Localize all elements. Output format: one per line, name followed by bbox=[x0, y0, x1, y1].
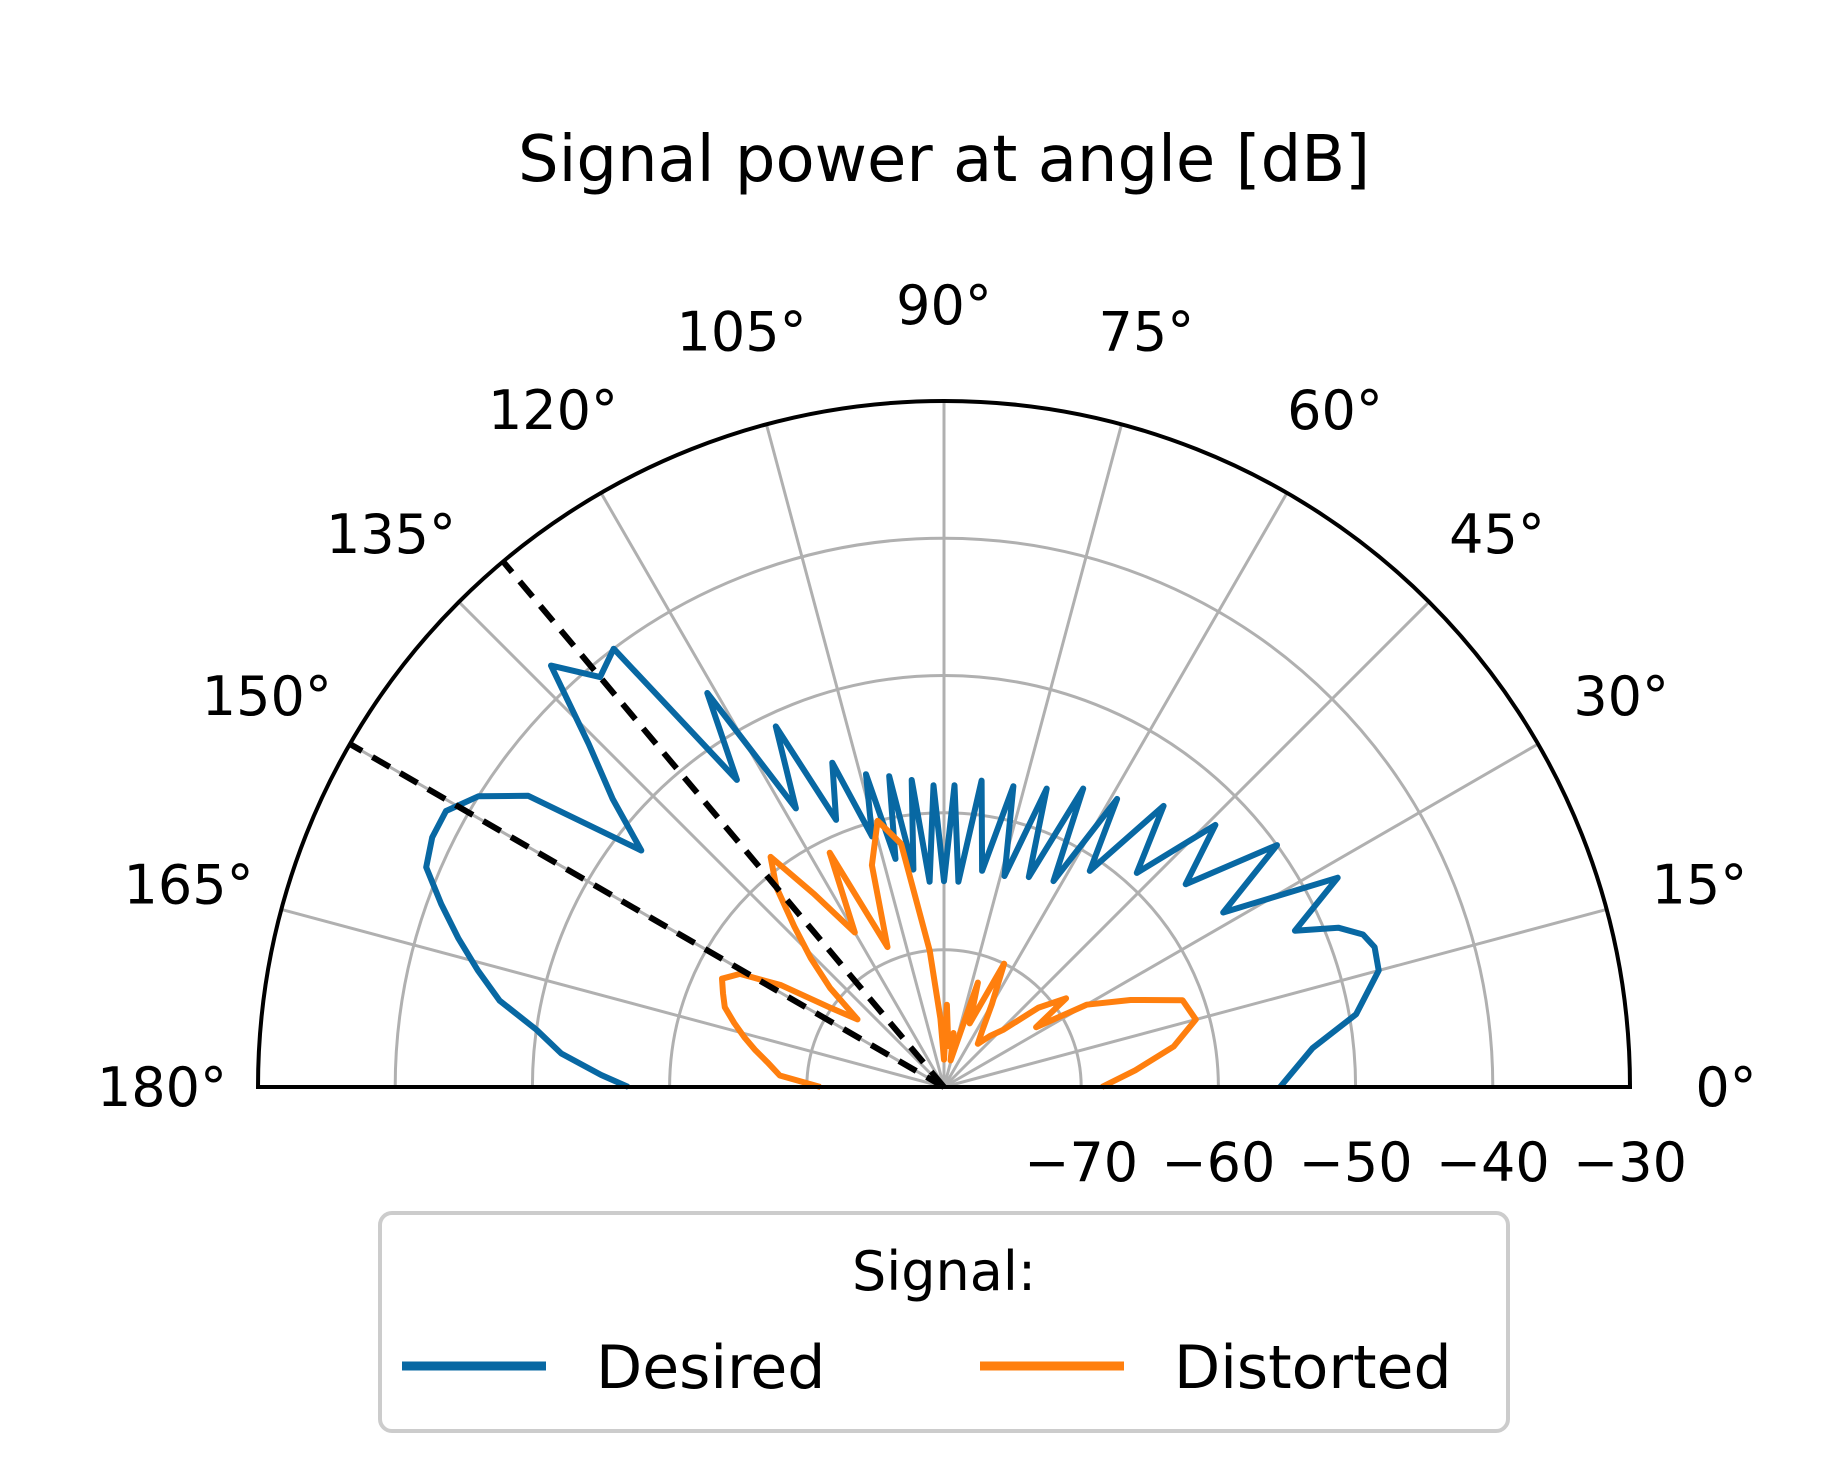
theta-tick-label: 135° bbox=[326, 503, 456, 566]
grid-spoke bbox=[943, 908, 1608, 1089]
legend-label-distorted: Distorted bbox=[1174, 1333, 1452, 1403]
theta-tick-label: 60° bbox=[1287, 379, 1383, 442]
r-tick-label: −60 bbox=[1161, 1131, 1275, 1194]
polar-grid bbox=[280, 401, 1608, 1089]
grid-spoke bbox=[765, 423, 946, 1088]
reference-line bbox=[348, 741, 946, 1090]
grid-spoke bbox=[457, 600, 946, 1089]
theta-tick-label: 180° bbox=[97, 1056, 227, 1119]
series-lines bbox=[423, 645, 1382, 1090]
r-tick-label: −50 bbox=[1299, 1131, 1413, 1194]
reference-line bbox=[500, 559, 947, 1089]
theta-tick-label: 0° bbox=[1695, 1056, 1756, 1119]
theta-tick-label: 105° bbox=[677, 301, 807, 364]
theta-tick-label: 120° bbox=[488, 379, 618, 442]
r-tick-label: −30 bbox=[1573, 1131, 1687, 1194]
r-tick-label: −70 bbox=[1024, 1131, 1138, 1194]
r-tick-label: −40 bbox=[1436, 1131, 1550, 1194]
grid-spoke bbox=[599, 492, 946, 1088]
legend-label-desired: Desired bbox=[596, 1333, 825, 1403]
theta-tick-label: 90° bbox=[896, 274, 992, 337]
legend-title: Signal: bbox=[852, 1240, 1036, 1303]
chart-title: Signal power at angle [dB] bbox=[518, 123, 1370, 197]
grid-spoke bbox=[280, 908, 945, 1089]
theta-tick-label: 75° bbox=[1099, 301, 1195, 364]
theta-tick-label: 150° bbox=[202, 665, 332, 728]
reference-lines bbox=[348, 559, 947, 1090]
theta-tick-label: 30° bbox=[1573, 665, 1669, 728]
theta-tick-label: 165° bbox=[124, 854, 254, 917]
series-line-distorted bbox=[719, 817, 1199, 1090]
tick-labels: 0° 15° 30° 45° 60° 75° 90° 105° 120° 135° 150° 165°… bbox=[97, 274, 1757, 1194]
series-line-desired bbox=[423, 645, 1382, 1090]
legend-box bbox=[378, 1211, 1510, 1433]
legend: Signal: Desired Distorted bbox=[378, 1211, 1510, 1433]
grid-spoke bbox=[942, 492, 1289, 1088]
theta-tick-label: 45° bbox=[1449, 503, 1545, 566]
grid-spoke bbox=[942, 423, 1123, 1088]
grid-spoke bbox=[943, 742, 1539, 1089]
theta-tick-label: 15° bbox=[1652, 854, 1748, 917]
polar-outline bbox=[255, 399, 1633, 1089]
polar-frame bbox=[255, 399, 1633, 1089]
